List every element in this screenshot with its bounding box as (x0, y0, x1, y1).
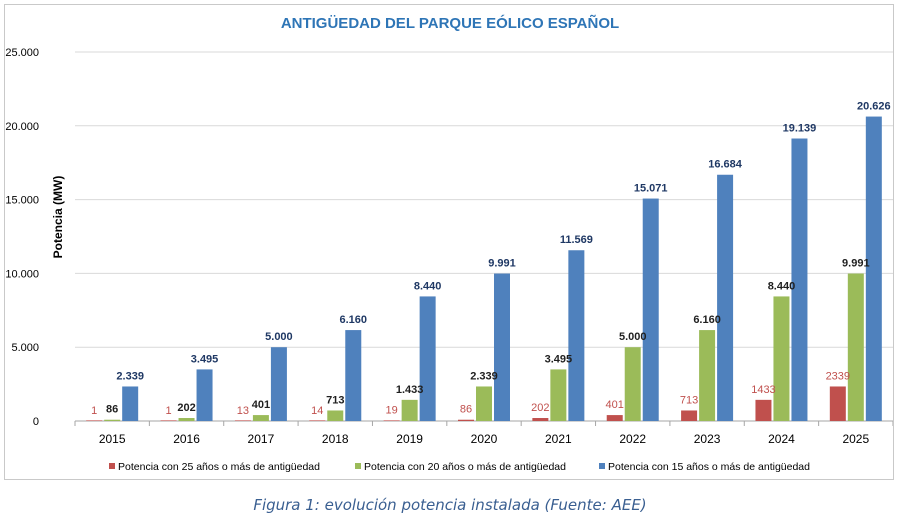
bar (791, 138, 808, 421)
bar (717, 174, 734, 421)
legend-label: Potencia con 25 años o más de antigüedad (118, 461, 320, 473)
y-tick-label: 15.000 (5, 195, 39, 207)
data-label: 86 (460, 404, 472, 416)
x-tick-label: 2015 (99, 432, 126, 446)
bar (606, 415, 623, 421)
chart-title: ANTIGÜEDAD DEL PARQUE EÓLICO ESPAÑOL (281, 14, 619, 32)
data-label: 16.684 (708, 159, 743, 171)
y-axis-title: Potencia (MW) (51, 176, 65, 259)
data-label: 1433 (751, 384, 775, 396)
data-label: 202 (177, 402, 195, 414)
legend-label: Potencia con 20 años o más de antigüedad (364, 461, 566, 473)
bar (847, 273, 864, 421)
bar (419, 296, 436, 421)
x-tick-label: 2017 (248, 432, 275, 446)
x-tick-label: 2020 (471, 432, 498, 446)
legend-label: Potencia con 15 años o más de antigüedad (608, 461, 810, 473)
data-label: 3.495 (191, 353, 219, 365)
data-label: 2339 (826, 370, 850, 382)
bar (568, 250, 585, 421)
data-label: 2.339 (116, 370, 144, 382)
legend-swatch (109, 463, 115, 469)
y-tick-label: 25.000 (5, 47, 39, 59)
data-label: 6.160 (693, 314, 721, 326)
bar (494, 273, 510, 421)
data-label: 19 (386, 405, 398, 417)
data-label: 11.569 (560, 234, 593, 246)
bar (532, 418, 549, 421)
x-tick-label: 2018 (322, 432, 349, 446)
y-tick-label: 10.000 (5, 268, 39, 280)
bar (104, 419, 121, 421)
data-label: 9.991 (488, 258, 516, 270)
bar (160, 420, 177, 421)
legend-swatch (355, 463, 361, 469)
data-label: 14 (311, 405, 323, 417)
bar (196, 369, 213, 421)
data-label: 6.160 (340, 314, 368, 326)
data-label: 3.495 (545, 353, 573, 365)
data-label: 713 (680, 394, 698, 406)
x-tick-label: 2025 (842, 432, 869, 446)
bar (865, 116, 882, 421)
bar (401, 399, 418, 421)
bar (699, 330, 716, 421)
data-label: 1 (165, 405, 171, 417)
data-label: 15.071 (634, 183, 668, 195)
x-tick-label: 2022 (619, 432, 646, 446)
data-label: 713 (326, 394, 344, 406)
x-tick-label: 2024 (768, 432, 795, 446)
y-tick-label: 0 (33, 416, 39, 428)
data-label: 5.000 (265, 331, 293, 343)
data-label: 401 (606, 399, 624, 411)
bar (755, 399, 772, 421)
bar (642, 198, 659, 421)
bar (829, 386, 846, 421)
bar (86, 420, 103, 421)
data-label: 20.626 (857, 101, 891, 113)
y-tick-label: 20.000 (5, 121, 39, 133)
bar (122, 386, 139, 421)
data-label: 2.339 (470, 370, 498, 382)
bar (252, 415, 269, 421)
x-tick-label: 2016 (173, 432, 200, 446)
bar (309, 420, 326, 421)
figure-caption: Figura 1: evolución potencia instalada (… (253, 496, 647, 514)
bar (234, 420, 251, 421)
x-tick-label: 2021 (545, 432, 572, 446)
data-label: 86 (106, 404, 118, 416)
data-label: 401 (252, 399, 270, 411)
bar (624, 347, 641, 421)
x-tick-label: 2023 (694, 432, 721, 446)
data-label: 9.991 (842, 258, 870, 270)
data-label: 1.433 (396, 384, 424, 396)
data-label: 8.440 (768, 280, 796, 292)
chart-frame: 0 5.000 10.000 15.000 20.000 25.000 2015 2016 20… (4, 4, 894, 480)
x-tick-label: 2019 (396, 432, 423, 446)
bar (327, 410, 344, 421)
y-tick-label: 5.000 (11, 342, 39, 354)
bar (773, 296, 790, 421)
data-label: 5.000 (619, 331, 647, 343)
data-label: 8.440 (414, 280, 442, 292)
data-label: 13 (237, 405, 249, 417)
bar (476, 386, 492, 421)
bar (383, 420, 400, 421)
bar (345, 330, 362, 421)
data-label: 19.139 (783, 123, 817, 135)
bar (270, 347, 287, 421)
data-label: 202 (531, 402, 549, 414)
legend-swatch (599, 463, 605, 469)
bar (458, 419, 474, 421)
bar (178, 418, 195, 421)
data-label: 1 (91, 405, 97, 417)
bar (681, 410, 698, 421)
bar (550, 369, 567, 421)
